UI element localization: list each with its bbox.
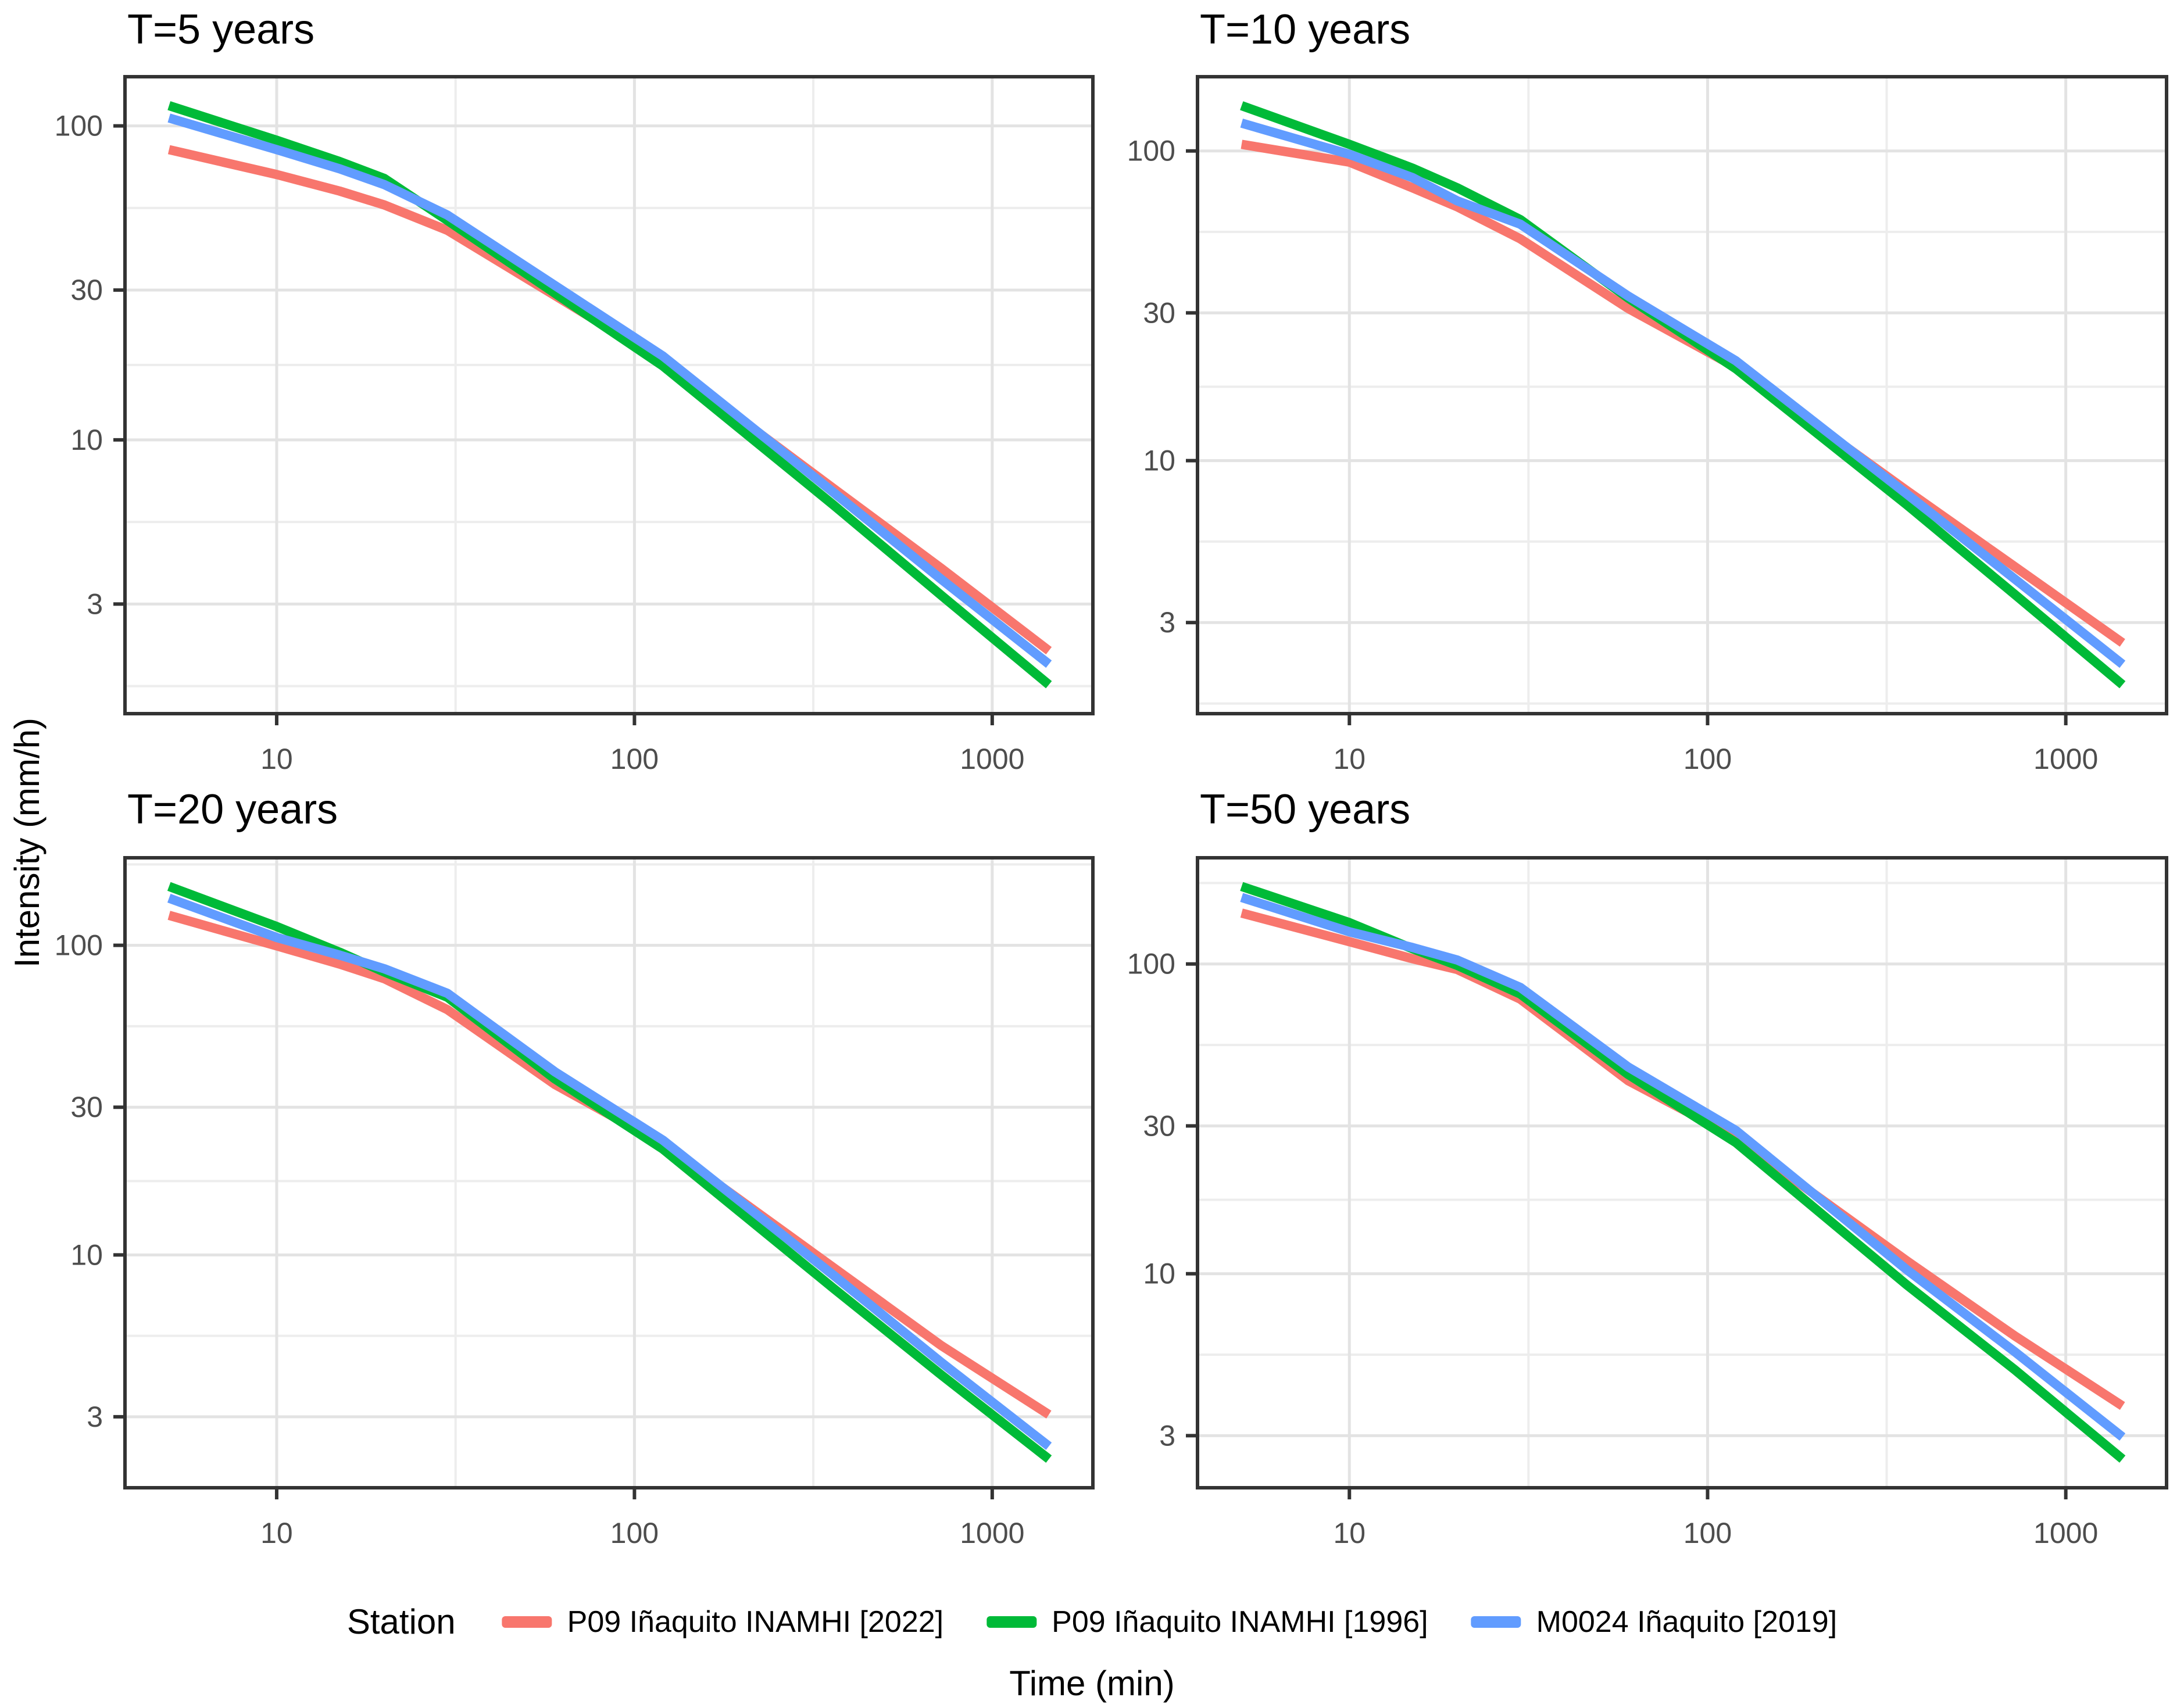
legend-swatch-green xyxy=(986,1616,1037,1628)
svg-text:100: 100 xyxy=(55,929,103,962)
svg-text:10: 10 xyxy=(70,424,103,456)
panel-title-t10: T=10 years xyxy=(1200,6,1411,53)
svg-text:100: 100 xyxy=(1127,135,1175,167)
legend-swatch-red xyxy=(502,1616,552,1628)
svg-text:1000: 1000 xyxy=(960,743,1024,775)
svg-text:100: 100 xyxy=(610,1517,659,1549)
svg-text:30: 30 xyxy=(70,274,103,306)
legend-label-1996: P09 Iñaquito INAMHI [1996] xyxy=(1052,1605,1428,1639)
svg-text:3: 3 xyxy=(1159,606,1175,639)
legend-swatch-blue xyxy=(1471,1616,1521,1628)
svg-text:30: 30 xyxy=(1143,296,1175,329)
svg-text:10: 10 xyxy=(260,1517,293,1549)
panel-title-t5: T=5 years xyxy=(127,6,315,53)
panel-title-t20: T=20 years xyxy=(127,786,338,833)
svg-text:100: 100 xyxy=(1127,948,1175,980)
y-axis-title: Intensity (mm/h) xyxy=(8,717,47,968)
svg-text:1000: 1000 xyxy=(960,1517,1024,1549)
legend-label-2019: M0024 Iñaquito [2019] xyxy=(1536,1605,1838,1639)
svg-text:3: 3 xyxy=(1159,1419,1175,1452)
svg-text:10: 10 xyxy=(260,743,293,775)
svg-text:3: 3 xyxy=(87,1401,103,1433)
svg-text:3: 3 xyxy=(87,588,103,620)
svg-text:30: 30 xyxy=(1143,1109,1175,1142)
x-axis-title: Time (min) xyxy=(1009,1664,1175,1703)
svg-text:10: 10 xyxy=(1333,743,1366,775)
svg-text:30: 30 xyxy=(70,1091,103,1123)
svg-text:100: 100 xyxy=(1683,743,1732,775)
legend-label-2022: P09 Iñaquito INAMHI [2022] xyxy=(567,1605,944,1639)
svg-text:10: 10 xyxy=(1143,1258,1175,1290)
legend: Station P09 Iñaquito INAMHI [2022] P09 I… xyxy=(347,1602,1837,1642)
svg-text:100: 100 xyxy=(1683,1517,1732,1549)
legend-item-1996: P09 Iñaquito INAMHI [1996] xyxy=(986,1605,1428,1639)
svg-text:10: 10 xyxy=(1333,1517,1366,1549)
legend-item-2022: P09 Iñaquito INAMHI [2022] xyxy=(502,1605,944,1639)
panel-title-t50: T=50 years xyxy=(1200,786,1411,833)
svg-text:1000: 1000 xyxy=(2033,743,2098,775)
svg-text:100: 100 xyxy=(55,110,103,142)
legend-item-2019: M0024 Iñaquito [2019] xyxy=(1471,1605,1838,1639)
svg-text:10: 10 xyxy=(1143,445,1175,477)
svg-text:1000: 1000 xyxy=(2033,1517,2098,1549)
svg-text:100: 100 xyxy=(610,743,659,775)
svg-text:10: 10 xyxy=(70,1238,103,1271)
legend-title: Station xyxy=(346,1602,456,1641)
